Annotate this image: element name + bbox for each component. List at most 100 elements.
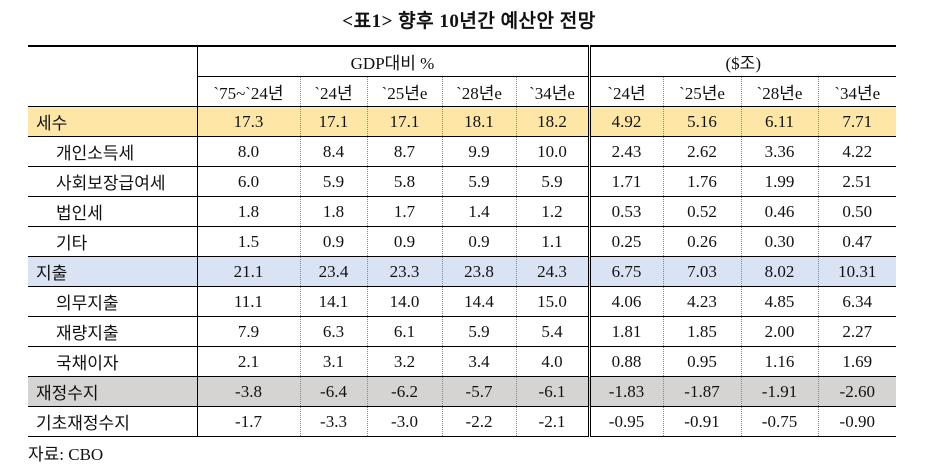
table-cell: 1.8	[300, 196, 368, 227]
table-cell: 15.0	[516, 286, 591, 317]
table-cell: -2.1	[516, 406, 591, 437]
column-header: `25년e	[367, 76, 443, 107]
corner-header	[28, 45, 198, 107]
table-cell: 3.1	[300, 346, 368, 377]
table-cell: 1.2	[516, 196, 591, 227]
table-cell: 17.1	[367, 106, 443, 137]
row-label: 지출	[28, 256, 198, 287]
table-cell: -5.7	[442, 376, 517, 407]
table-cell: 1.81	[589, 316, 664, 347]
table-cell: -2.60	[818, 376, 896, 407]
table-cell: 0.50	[818, 196, 896, 227]
table-cell: 2.43	[589, 136, 664, 167]
table-cell: 6.0	[197, 166, 301, 197]
table-cell: 1.69	[818, 346, 896, 377]
table-cell: 14.0	[367, 286, 443, 317]
table-cell: 8.02	[741, 256, 819, 287]
table-cell: 0.9	[442, 226, 517, 257]
row-label: 법인세	[28, 196, 198, 227]
row-label: 기초재정수지	[28, 406, 198, 437]
table-cell: 4.85	[741, 286, 819, 317]
row-label: 기타	[28, 226, 198, 257]
table-cell: 8.4	[300, 136, 368, 167]
row-label: 국채이자	[28, 346, 198, 377]
row-label: 재정수지	[28, 376, 198, 407]
table-row: 세수 17.3 17.1 17.1 18.1 18.2 4.92 5.16 6.11 7.71	[28, 106, 896, 137]
table-cell: -0.95	[589, 406, 664, 437]
row-label: 재량지출	[28, 316, 198, 347]
row-label: 사회보장급여세	[28, 166, 198, 197]
budget-outlook-table: GDP대비 % ($조) `75~`24년 `24년 `25년e `28년e `…	[28, 45, 896, 437]
table-cell: 2.27	[818, 316, 896, 347]
table-cell: 0.9	[300, 226, 368, 257]
table-cell: 5.9	[442, 316, 517, 347]
table-cell: -2.2	[442, 406, 517, 437]
row-label: 세수	[28, 106, 198, 137]
table-cell: 6.3	[300, 316, 368, 347]
table-cell: -0.90	[818, 406, 896, 437]
table-row: 사회보장급여세 6.0 5.9 5.8 5.9 5.9 1.71 1.76 1.99 2.51	[28, 166, 896, 197]
table-cell: 21.1	[197, 256, 301, 287]
column-header: `25년e	[663, 76, 742, 107]
table-row: 지출 21.1 23.4 23.3 23.8 24.3 6.75 7.03 8.02 10.31	[28, 256, 896, 287]
table-cell: 1.1	[516, 226, 591, 257]
table-row: 의무지출 11.1 14.1 14.0 14.4 15.0 4.06 4.23 4.85 6.34	[28, 286, 896, 317]
table-cell: 7.03	[663, 256, 742, 287]
table-cell: 0.52	[663, 196, 742, 227]
table-cell: 4.0	[516, 346, 591, 377]
table-cell: 18.1	[442, 106, 517, 137]
column-header: `75~`24년	[197, 76, 301, 107]
table-cell: 10.31	[818, 256, 896, 287]
column-header: `34년e	[818, 76, 896, 107]
table-cell: 0.30	[741, 226, 819, 257]
table-cell: 6.1	[367, 316, 443, 347]
table-cell: 0.88	[589, 346, 664, 377]
table-row: 법인세 1.8 1.8 1.7 1.4 1.2 0.53 0.52 0.46 0.50	[28, 196, 896, 227]
table-cell: 1.4	[442, 196, 517, 227]
table-cell: -1.83	[589, 376, 664, 407]
table-cell: 0.53	[589, 196, 664, 227]
table-cell: 23.8	[442, 256, 517, 287]
column-header: `28년e	[442, 76, 517, 107]
table-cell: 0.26	[663, 226, 742, 257]
table-cell: -3.0	[367, 406, 443, 437]
group-header-gdp-ratio: GDP대비 %	[197, 45, 591, 77]
table-cell: 4.92	[589, 106, 664, 137]
table-cell: 17.3	[197, 106, 301, 137]
column-header: `24년	[589, 76, 664, 107]
table-cell: 7.9	[197, 316, 301, 347]
source-note: 자료: CBO	[28, 445, 104, 464]
table-cell: 1.7	[367, 196, 443, 227]
table-cell: 1.8	[197, 196, 301, 227]
table-row: 국채이자 2.1 3.1 3.2 3.4 4.0 0.88 0.95 1.16 1.69	[28, 346, 896, 377]
table-cell: 6.75	[589, 256, 664, 287]
table-cell: 5.9	[442, 166, 517, 197]
table-cell: 2.1	[197, 346, 301, 377]
table-cell: 17.1	[300, 106, 368, 137]
table-cell: 4.22	[818, 136, 896, 167]
table-cell: -1.91	[741, 376, 819, 407]
table-cell: 0.95	[663, 346, 742, 377]
table-row: 기타 1.5 0.9 0.9 0.9 1.1 0.25 0.26 0.30 0.47	[28, 226, 896, 257]
table-cell: -6.4	[300, 376, 368, 407]
table-cell: 3.4	[442, 346, 517, 377]
table-cell: 1.85	[663, 316, 742, 347]
table-cell: 23.3	[367, 256, 443, 287]
column-header: `28년e	[741, 76, 819, 107]
table-cell: 1.16	[741, 346, 819, 377]
column-header: `24년	[300, 76, 368, 107]
table-cell: 7.71	[818, 106, 896, 137]
table-cell: -1.7	[197, 406, 301, 437]
table-cell: 10.0	[516, 136, 591, 167]
table-cell: 5.9	[516, 166, 591, 197]
table-cell: 4.23	[663, 286, 742, 317]
table-cell: -0.91	[663, 406, 742, 437]
table-row: 개인소득세 8.0 8.4 8.7 9.9 10.0 2.43 2.62 3.36 4.22	[28, 136, 896, 167]
row-label: 개인소득세	[28, 136, 198, 167]
table-cell: 5.9	[300, 166, 368, 197]
row-label: 의무지출	[28, 286, 198, 317]
table-cell: 14.4	[442, 286, 517, 317]
table-cell: 5.4	[516, 316, 591, 347]
table-row: 재량지출 7.9 6.3 6.1 5.9 5.4 1.81 1.85 2.00 2.27	[28, 316, 896, 347]
table-cell: 1.76	[663, 166, 742, 197]
